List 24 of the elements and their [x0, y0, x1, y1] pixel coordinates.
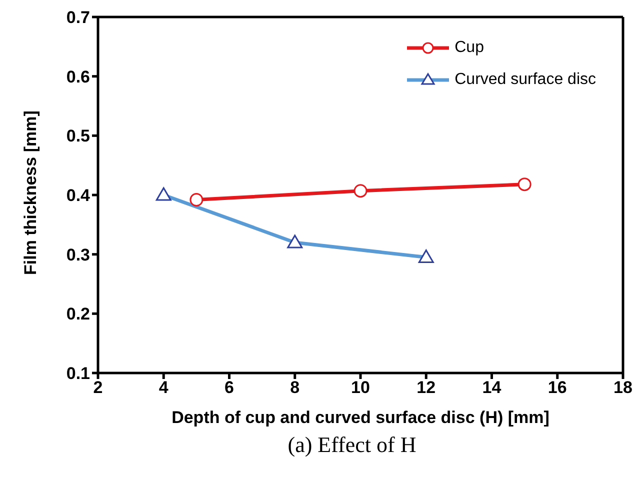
text: (a) Effect of H	[286, 432, 418, 458]
x-tick-label: 12	[416, 378, 436, 398]
x-tick-label: 2	[93, 378, 103, 398]
y-axis-title: Film thickness [mm]	[21, 110, 40, 275]
y-tick-label: 0.6	[66, 67, 90, 86]
x-tick-label: 6	[224, 378, 234, 398]
x-tick-label: 10	[351, 378, 370, 398]
y-tick-label: 0.1	[66, 364, 90, 384]
y-tick-label: 0.3	[66, 245, 90, 264]
y-tick-label: 0.2	[66, 304, 90, 324]
legend-label: Curved surface disc	[454, 71, 596, 89]
x-tick-label: 4	[158, 378, 169, 398]
legend-label: Cup	[454, 39, 484, 57]
point	[518, 178, 532, 192]
y-tick-label: 0.7	[66, 8, 90, 28]
x-tick-label: 8	[290, 378, 300, 398]
x-axis-title: Depth of cup and curved surface disc (H) [mm]	[172, 408, 550, 427]
x-tick-label: 14	[482, 378, 502, 398]
y-tick-label: 0.4	[66, 186, 91, 206]
point	[354, 184, 368, 198]
x-tick-label: 18	[614, 378, 632, 398]
x-tick-label: 16	[548, 378, 567, 398]
y-tick-label: 0.5	[66, 126, 90, 146]
point	[190, 192, 204, 206]
